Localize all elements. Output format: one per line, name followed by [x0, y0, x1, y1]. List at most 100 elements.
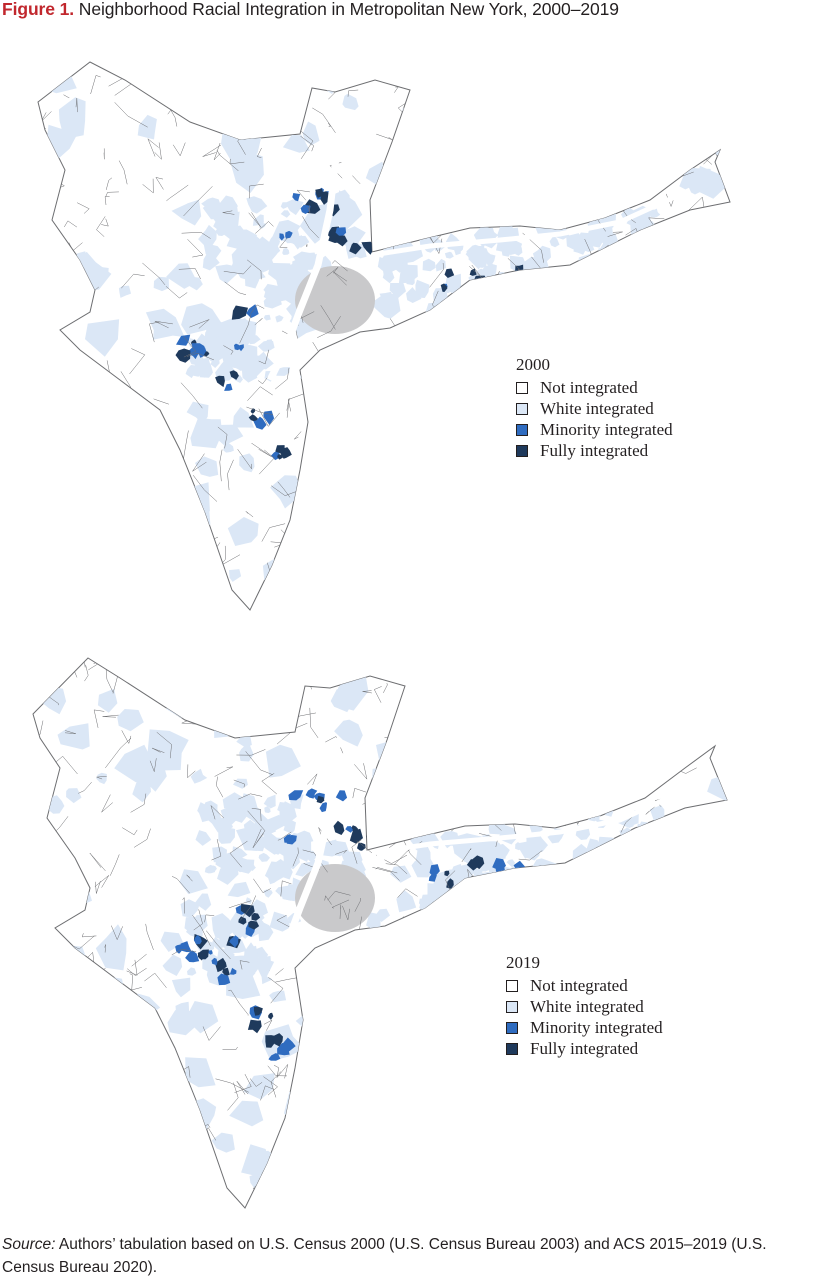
tract-patch	[277, 1043, 290, 1056]
tract-boundary	[598, 491, 618, 507]
tract-patch	[717, 908, 727, 922]
tract-patch	[481, 525, 514, 557]
tract-boundary	[229, 840, 248, 868]
tract-boundary	[275, 367, 290, 390]
tract-patch	[633, 829, 653, 849]
tract-patch	[175, 944, 184, 954]
tract-patch	[598, 229, 614, 244]
tract-boundary	[416, 442, 442, 451]
tract-boundary	[520, 689, 540, 695]
tract-patch	[638, 830, 652, 840]
tract-boundary	[492, 691, 511, 707]
tract-boundary	[602, 897, 614, 912]
tract-boundary	[183, 186, 213, 217]
tract-boundary	[396, 1071, 414, 1084]
tract-boundary	[714, 387, 718, 394]
tract-patch	[217, 973, 231, 986]
tract-patch	[493, 93, 506, 109]
tract-boundary	[363, 419, 385, 440]
map-panel-2019: 2019 Not integrated White integrated Min…	[0, 648, 817, 1218]
tract-boundary	[408, 184, 424, 214]
tract-patch	[508, 866, 528, 888]
tract-patch	[681, 440, 700, 458]
tract-patch	[470, 877, 482, 892]
tract-boundary	[671, 1123, 688, 1148]
tract-boundary	[222, 1046, 238, 1050]
tract-boundary	[527, 778, 534, 794]
tract-patch	[252, 214, 264, 226]
tract-patch	[675, 521, 712, 559]
tract-boundary	[361, 402, 378, 410]
tract-patch	[530, 282, 546, 299]
tract-boundary	[154, 507, 177, 514]
tract-boundary	[114, 102, 148, 128]
tract-boundary	[129, 348, 146, 375]
legend-item-white-integrated: White integrated	[516, 398, 673, 419]
tract-patch	[490, 284, 499, 293]
tract-patch	[279, 233, 285, 241]
tract-boundary	[246, 406, 274, 415]
tract-patch	[480, 286, 490, 295]
tract-patch	[481, 562, 516, 604]
tract-boundary	[39, 787, 51, 810]
tract-patch	[558, 870, 573, 884]
tract-boundary	[617, 244, 642, 279]
tract-patch	[272, 848, 283, 855]
tract-boundary	[631, 851, 653, 866]
tract-boundary	[684, 1184, 696, 1198]
tract-boundary	[433, 596, 451, 610]
tract-boundary	[342, 905, 350, 921]
tract-boundary	[155, 177, 164, 190]
tract-boundary	[570, 470, 579, 494]
tract-patch	[197, 68, 230, 94]
tract-boundary	[354, 1076, 373, 1090]
tract-patch	[195, 830, 212, 846]
tract-boundary	[354, 763, 368, 780]
tract-patch	[661, 1063, 699, 1101]
tract-boundary	[679, 426, 697, 433]
tract-patch	[465, 929, 501, 952]
tract-boundary	[69, 1031, 75, 1049]
tract-boundary	[678, 1129, 699, 1143]
tract-patch	[200, 1152, 217, 1170]
tract-boundary	[532, 574, 540, 588]
tract-patch	[482, 864, 489, 872]
tract-patch	[501, 869, 522, 891]
tract-patch	[467, 762, 495, 789]
tract-boundary	[182, 430, 189, 462]
tract-boundary	[397, 411, 411, 428]
tract-boundary	[295, 1138, 301, 1151]
tract-boundary	[395, 324, 415, 334]
tract-boundary	[336, 1014, 349, 1035]
tract-patch	[355, 391, 365, 403]
tract-boundary	[420, 941, 423, 954]
tract-boundary	[307, 979, 314, 993]
tract-patch	[298, 474, 325, 499]
tract-boundary	[89, 852, 106, 872]
swatch-white-integrated	[506, 1000, 518, 1013]
tract-boundary	[236, 749, 266, 756]
tract-boundary	[734, 707, 742, 719]
tract-boundary	[364, 1016, 380, 1025]
tract-boundary	[380, 786, 394, 809]
tract-patch	[429, 937, 463, 974]
tract-patch	[275, 445, 285, 454]
tract-boundary	[496, 490, 517, 507]
tract-patch	[706, 1107, 723, 1126]
tract-boundary	[598, 556, 611, 572]
tract-boundary	[339, 1139, 355, 1154]
tract-boundary	[427, 1059, 441, 1073]
region-outline	[32, 657, 728, 1209]
tract-boundary	[340, 448, 349, 461]
tract-boundary	[249, 1078, 263, 1087]
tract-patch	[264, 806, 271, 813]
tract-boundary	[217, 426, 228, 449]
tract-patch	[288, 255, 310, 276]
tract-patch	[444, 870, 450, 877]
tract-patch	[65, 557, 80, 574]
tract-patch	[315, 188, 324, 198]
tract-boundary	[680, 989, 701, 1004]
tract-boundary	[84, 664, 89, 682]
tract-boundary	[239, 960, 250, 970]
tract-patch	[265, 744, 301, 778]
